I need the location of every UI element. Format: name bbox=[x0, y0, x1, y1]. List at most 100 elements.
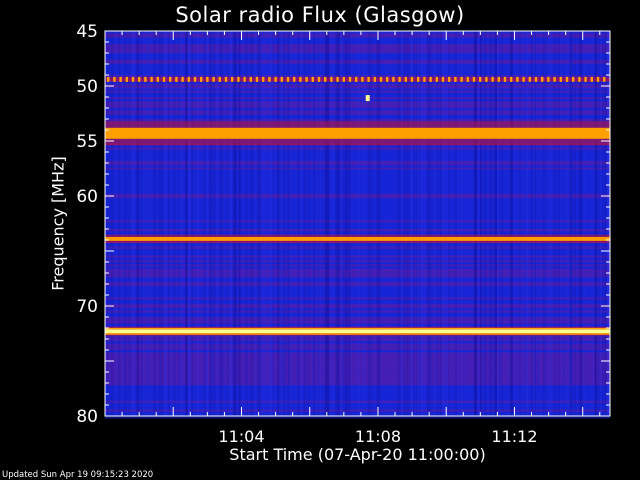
noise-row bbox=[105, 158, 610, 162]
noise-row bbox=[105, 369, 610, 373]
noise-column bbox=[518, 31, 520, 416]
noise-column bbox=[569, 31, 572, 416]
noise-column bbox=[147, 31, 150, 416]
noise-row bbox=[105, 374, 610, 377]
noise-column bbox=[146, 31, 149, 416]
noise-row bbox=[105, 46, 610, 49]
dotted-band-dot bbox=[355, 76, 358, 82]
noise-column bbox=[488, 31, 492, 416]
noise-row bbox=[105, 270, 610, 274]
noise-column bbox=[203, 31, 206, 416]
dotted-band-dot bbox=[361, 76, 364, 82]
noise-column bbox=[348, 31, 351, 416]
noise-column bbox=[534, 31, 536, 416]
noise-column bbox=[124, 31, 127, 416]
noise-row bbox=[105, 152, 610, 155]
dotted-band-dot bbox=[324, 76, 327, 82]
noise-column bbox=[426, 31, 430, 416]
dotted-band-dot bbox=[224, 76, 228, 82]
noise-column bbox=[226, 31, 229, 416]
noise-column bbox=[443, 31, 445, 416]
noise-row bbox=[105, 229, 610, 232]
noise-column bbox=[287, 31, 291, 416]
noise-column bbox=[493, 31, 496, 416]
noise-column bbox=[402, 31, 405, 416]
noise-column bbox=[329, 31, 332, 416]
noise-row bbox=[105, 391, 610, 395]
noise-column bbox=[598, 31, 602, 416]
noise-column bbox=[508, 31, 510, 416]
noise-row bbox=[105, 145, 610, 148]
noise-column bbox=[257, 31, 261, 416]
noise-row bbox=[105, 242, 610, 245]
noise-column bbox=[218, 31, 222, 416]
noise-row bbox=[105, 70, 610, 74]
noise-column bbox=[312, 31, 315, 416]
noise-column bbox=[326, 31, 329, 416]
noise-column bbox=[409, 31, 411, 416]
dotted-band-dot bbox=[503, 76, 507, 82]
dotted-band-dot bbox=[466, 76, 469, 82]
noise-column bbox=[116, 31, 119, 416]
noise-column bbox=[509, 31, 511, 416]
noise-column bbox=[270, 31, 273, 416]
noise-column bbox=[521, 31, 523, 416]
noise-column bbox=[491, 31, 493, 416]
noise-row bbox=[105, 292, 610, 296]
noise-row bbox=[105, 356, 610, 360]
dotted-band-dot bbox=[113, 76, 116, 82]
noise-column bbox=[289, 31, 292, 416]
noise-column bbox=[567, 31, 569, 416]
noise-row bbox=[105, 99, 610, 102]
noise-column bbox=[363, 31, 366, 416]
noise-row bbox=[105, 178, 610, 181]
noise-row bbox=[105, 295, 610, 298]
dotted-band-dot bbox=[578, 76, 581, 82]
noise-column bbox=[153, 31, 157, 416]
dotted-band-dot bbox=[584, 76, 587, 82]
noise-column bbox=[436, 31, 439, 416]
noise-column bbox=[445, 31, 448, 416]
noise-column bbox=[212, 31, 216, 416]
dotted-band-dot bbox=[460, 76, 463, 82]
dotted-band-dot bbox=[392, 76, 395, 82]
spectrogram-features bbox=[105, 76, 610, 336]
noise-column bbox=[524, 31, 526, 416]
noise-column bbox=[479, 31, 482, 416]
noise-column bbox=[570, 31, 574, 416]
noise-row bbox=[105, 253, 610, 256]
noise-column bbox=[133, 31, 136, 416]
noise-column bbox=[543, 31, 547, 416]
noise-column bbox=[327, 31, 330, 416]
noise-row bbox=[105, 244, 610, 247]
noise-column bbox=[497, 31, 500, 416]
noise-column bbox=[254, 31, 257, 416]
noise-column bbox=[430, 31, 433, 416]
noise-row bbox=[105, 387, 610, 390]
noise-row bbox=[105, 378, 610, 382]
dotted-band-dot bbox=[274, 76, 277, 82]
noise-column bbox=[164, 31, 167, 416]
noise-column bbox=[537, 31, 539, 416]
noise-column bbox=[441, 31, 445, 416]
noise-row bbox=[105, 160, 610, 164]
noise-column bbox=[229, 31, 233, 416]
noise-column bbox=[128, 31, 131, 416]
noise-column bbox=[594, 31, 597, 416]
noise-row bbox=[105, 218, 610, 221]
noise-row bbox=[105, 266, 610, 269]
dotted-band-dot bbox=[175, 76, 178, 82]
noise-column bbox=[173, 31, 176, 416]
dotted-band-dot bbox=[559, 76, 562, 82]
dotted-band-dot bbox=[249, 76, 252, 82]
band-edge-bottom-2 bbox=[105, 333, 610, 335]
noise-column bbox=[605, 31, 607, 416]
noise-column bbox=[326, 31, 330, 416]
dotted-band-dot bbox=[435, 76, 438, 82]
dotted-band-dot bbox=[404, 76, 407, 82]
noise-column bbox=[141, 31, 143, 416]
noise-column bbox=[323, 31, 326, 416]
noise-column bbox=[405, 31, 409, 416]
noise-row bbox=[105, 398, 610, 401]
noise-column bbox=[178, 31, 181, 416]
